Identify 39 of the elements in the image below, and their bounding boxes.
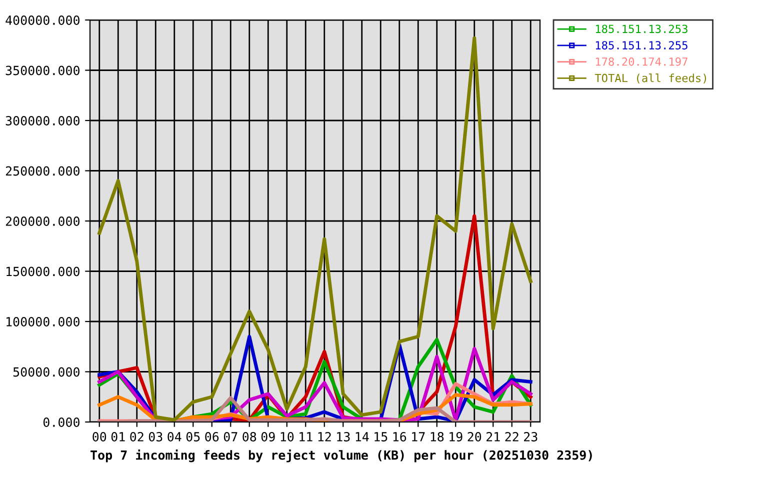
y-tick-label: 200000.000 <box>6 216 80 226</box>
y-tick-label: 300000.000 <box>6 116 80 126</box>
y-tick-label: 250000.000 <box>6 166 80 176</box>
legend-label: TOTAL (all feeds) <box>594 74 706 84</box>
y-tick-label: 350000.000 <box>6 66 80 76</box>
legend-label: 185.151.13.255 <box>596 41 688 50</box>
x-tick-label: 18 <box>430 432 444 442</box>
x-tick-label: 23 <box>524 432 538 442</box>
x-tick-label: 11 <box>300 432 312 442</box>
legend-label: 178.20.174.197 <box>596 57 688 66</box>
legend-label: 185.151.13.253 <box>596 24 688 34</box>
x-tick-label: 04 <box>168 432 182 442</box>
x-tick-label: 07 <box>224 432 238 442</box>
y-tick-label: 0.000 <box>43 418 80 427</box>
y-tick-label: 50000.000 <box>13 367 80 377</box>
line-series <box>98 36 532 422</box>
x-tick-label: 12 <box>318 432 331 442</box>
x-tick-label: 02 <box>130 432 144 442</box>
x-tick-label: 03 <box>148 432 162 442</box>
x-tick-label: 08 <box>242 432 256 442</box>
x-tick-label: 10 <box>280 432 294 442</box>
x-tick-label: 19 <box>450 432 462 442</box>
x-tick-label: 01 <box>111 432 125 442</box>
x-tick-label: 17 <box>412 432 425 442</box>
x-tick-label: 09 <box>261 432 275 442</box>
x-tick-label: 05 <box>186 432 200 442</box>
y-tick-label: 100000.000 <box>6 317 80 326</box>
x-tick-label: 13 <box>337 432 350 442</box>
x-tick-label: 22 <box>505 432 518 442</box>
x-tick-label: 00 <box>92 432 106 442</box>
x-tick-label: 06 <box>205 432 219 442</box>
x-tick-label: 20 <box>468 432 482 442</box>
x-tick-label: 14 <box>356 432 369 442</box>
y-tick-label: 400000.000 <box>6 16 80 25</box>
x-tick-label: 16 <box>393 432 406 442</box>
x-axis-title: Top 7 incoming feeds by reject volume (KB) per hour (20251030 2359) <box>90 449 592 462</box>
x-tick-label: 21 <box>486 432 500 442</box>
y-tick-label: 150000.000 <box>6 266 80 276</box>
x-tick-label: 15 <box>374 432 388 442</box>
